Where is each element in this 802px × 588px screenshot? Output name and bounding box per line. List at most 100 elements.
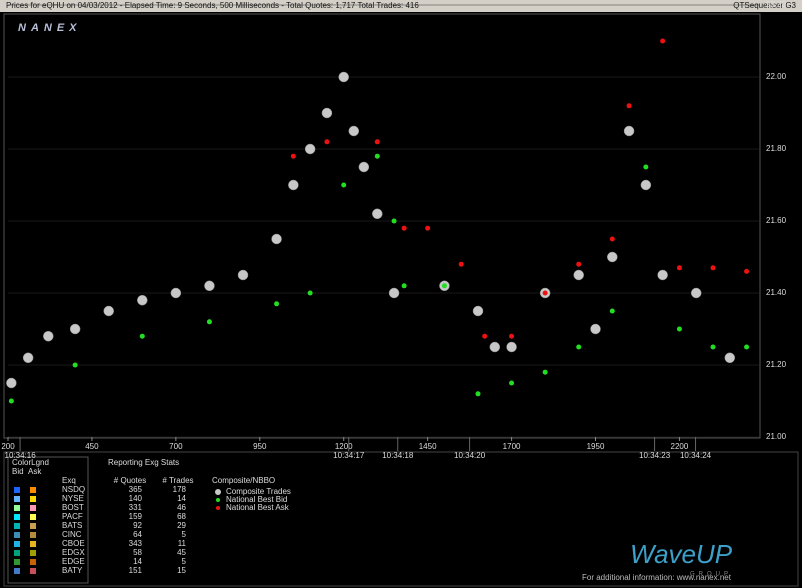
point [348, 125, 360, 137]
y-tick-label: 21.80 [766, 144, 787, 153]
time-tick-label: 10:34:20 [454, 451, 486, 460]
point [401, 225, 407, 231]
point [388, 287, 400, 299]
quote-count: 151 [129, 566, 143, 575]
point [69, 323, 81, 335]
point [290, 153, 296, 159]
exchange-name: EDGX [62, 548, 85, 557]
time-tick-label: 10:34:24 [680, 451, 712, 460]
point [509, 333, 515, 339]
point [643, 164, 649, 170]
quote-count: 92 [133, 521, 142, 530]
point [391, 218, 397, 224]
y-tick-label: 21.60 [766, 216, 787, 225]
point [358, 161, 370, 173]
ask-swatch [30, 532, 36, 538]
point [472, 305, 484, 317]
point [204, 280, 215, 292]
trade-count: 68 [177, 512, 186, 521]
point [573, 269, 584, 281]
legend-marker [216, 498, 220, 502]
trade-count: 178 [173, 485, 187, 494]
point [206, 319, 212, 325]
exchange-name: NSDQ [62, 485, 85, 494]
y-tick-label: 21.40 [766, 288, 787, 297]
time-tick-label: 10:34:17 [333, 451, 365, 460]
stats-title: Reporting Exg Stats [108, 458, 179, 467]
exchange-name: PACF [62, 512, 83, 521]
legend-label: National Best Ask [226, 503, 290, 512]
bid-swatch [14, 541, 20, 547]
y-tick-label: 21.00 [766, 432, 787, 441]
time-tick-label: 10:34:18 [382, 451, 414, 460]
header-title: Prices for eQHU on 04/03/2012 - Elapsed … [6, 1, 419, 10]
point [590, 323, 601, 335]
ask-swatch [30, 559, 36, 565]
point [609, 308, 615, 314]
point [676, 326, 682, 332]
x-tick-label: 2200 [671, 442, 689, 451]
ask-swatch [30, 505, 36, 511]
quote-count: 58 [133, 548, 142, 557]
bid-swatch [14, 505, 20, 511]
trade-count: 5 [182, 557, 187, 566]
y-tick-label: 22.00 [766, 72, 787, 81]
point [657, 269, 668, 281]
x-tick-label: 450 [85, 442, 99, 451]
exchange-name: NYSE [62, 494, 84, 503]
point [237, 269, 249, 281]
exchange-name: BATS [62, 521, 82, 530]
bid-swatch [14, 487, 20, 493]
point [724, 352, 736, 364]
legend-label: Composite Trades [226, 487, 291, 496]
exchange-name: BOST [62, 503, 84, 512]
ask-swatch [30, 523, 36, 529]
logo: WaveUP [630, 539, 733, 569]
bid-swatch [14, 550, 20, 556]
bid-swatch [14, 532, 20, 538]
point [43, 330, 54, 342]
point [542, 369, 548, 375]
exchange-name: CINC [62, 530, 82, 539]
point [710, 265, 716, 271]
logo-sub: GROUP [690, 572, 732, 578]
point [660, 38, 666, 44]
point [304, 143, 316, 155]
x-tick-label: 200 [1, 442, 15, 451]
exchange-name: EDGE [62, 557, 85, 566]
nbbo-legend-title: Composite/NBBO [212, 476, 275, 485]
ask-header: Ask [28, 467, 42, 476]
legend-marker [215, 489, 221, 495]
point [72, 362, 78, 368]
point [374, 139, 380, 145]
quote-count: 331 [129, 503, 143, 512]
exchange-name: BATY [62, 566, 83, 575]
point [690, 287, 702, 299]
point [506, 341, 517, 353]
quote-count: 159 [129, 512, 143, 521]
point [274, 301, 280, 307]
legend-marker [216, 506, 220, 510]
point [307, 290, 313, 296]
trade-count: 29 [177, 521, 186, 530]
point [6, 377, 17, 389]
point [609, 236, 615, 242]
point [576, 261, 582, 267]
point [103, 305, 114, 317]
quote-count: 343 [129, 539, 143, 548]
ask-swatch [30, 487, 36, 493]
footer-info: For additional information: www.nanex.ne… [582, 573, 732, 582]
point [640, 179, 652, 191]
header-app: QTSequencer G3 [733, 1, 796, 10]
point [676, 265, 682, 271]
point [288, 179, 299, 191]
point [576, 344, 582, 350]
point [542, 290, 548, 296]
x-tick-label: 950 [253, 442, 267, 451]
bid-swatch [14, 496, 20, 502]
point [441, 283, 447, 289]
x-tick-label: 1700 [503, 442, 521, 451]
time-tick-label: 10:34:23 [639, 451, 671, 460]
